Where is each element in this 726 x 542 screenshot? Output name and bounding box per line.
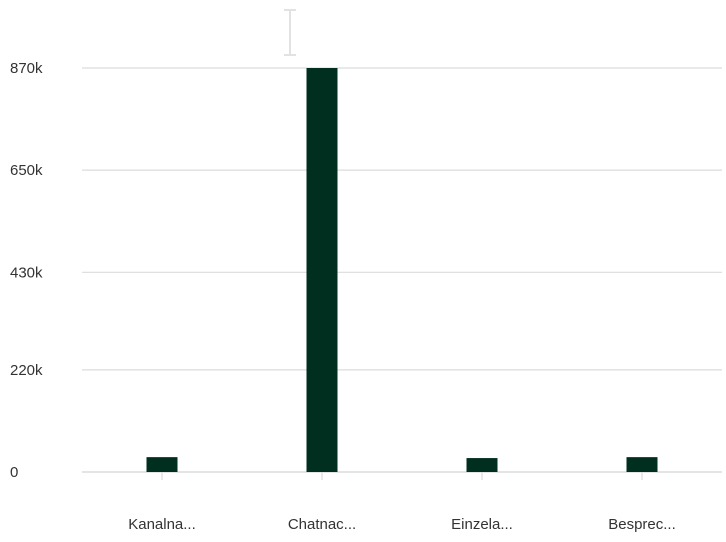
x-tick-label: Besprec...	[608, 516, 676, 533]
y-tick-label: 870k	[10, 60, 43, 77]
x-axis-ticks: Kanalna... Chatnac... Einzela... Besprec...	[128, 472, 676, 533]
x-tick-label: Chatnac...	[288, 516, 356, 533]
text-cursor-icon	[284, 9, 296, 56]
y-tick-label: 650k	[10, 162, 43, 179]
bar-2[interactable]	[466, 458, 498, 472]
x-tick-label: Kanalna...	[128, 516, 196, 533]
bars	[146, 68, 658, 472]
bar-3[interactable]	[626, 457, 658, 472]
bar-0[interactable]	[146, 457, 178, 472]
gridlines	[82, 67, 722, 473]
y-tick-label: 430k	[10, 264, 43, 281]
y-axis-ticks: 0 220k 430k 650k 870k	[10, 60, 43, 481]
y-tick-label: 220k	[10, 362, 43, 379]
bar-1[interactable]	[306, 68, 338, 472]
y-tick-label: 0	[10, 464, 18, 481]
x-tick-label: Einzela...	[451, 516, 513, 533]
